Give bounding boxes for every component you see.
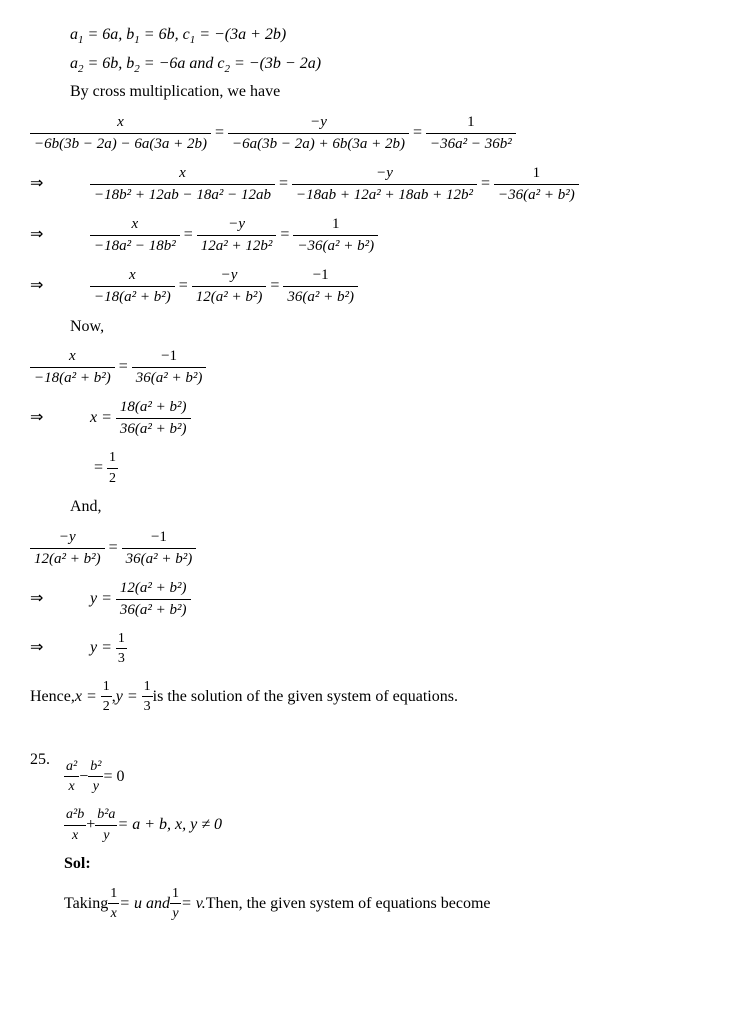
solve-x-1: x−18(a² + b²) = −136(a² + b²) [30,346,704,389]
solve-x-3: = 12 [30,448,704,488]
solve-x-2: ⇒ x = 18(a² + b²)36(a² + b²) [30,397,704,440]
implies-icon: ⇒ [30,407,90,429]
implies-icon: ⇒ [30,588,90,610]
sol-label: Sol: [64,855,91,872]
and-text: And, [70,496,704,518]
implies-icon: ⇒ [30,173,90,195]
cross-eq-3: ⇒ x−18a² − 18b² = −y12a² + 12b² = 1−36(a… [30,214,704,257]
now-text: Now, [70,316,704,338]
solve-y-3: ⇒ y = 13 [30,629,704,669]
implies-icon: ⇒ [30,637,90,659]
implies-icon: ⇒ [30,224,90,246]
coeff-line-2: a2 = 6b, b2 = −6a and c2 = −(3b − 2a) [70,53,704,78]
implies-icon: ⇒ [30,275,90,297]
cross-mult-text: By cross multiplication, we have [70,81,704,103]
cross-eq-2: ⇒ x−18b² + 12ab − 18a² − 12ab = −y−18ab … [30,163,704,206]
solve-y-1: −y12(a² + b²) = −136(a² + b²) [30,527,704,570]
cross-eq-4: ⇒ x−18(a² + b²) = −y12(a² + b²) = −136(a… [30,265,704,308]
taking-text: Taking 1x = u and 1y = v. Then, the give… [64,884,491,924]
coeff-line-1: a1 = 6a, b1 = 6b, c1 = −(3a + 2b) [70,24,704,49]
question-number: 25. [30,749,60,771]
hence-text: Hence, x = 12 , y = 13 is the solution o… [30,677,704,717]
cross-eq-1: x−6b(3b − 2a) − 6a(3a + 2b) = −y−6a(3b −… [30,112,704,155]
question-25: 25. a²x − b²y = 0 a²bx + b²ay = a + b, x… [30,749,704,932]
solve-y-2: ⇒ y = 12(a² + b²)36(a² + b²) [30,578,704,621]
